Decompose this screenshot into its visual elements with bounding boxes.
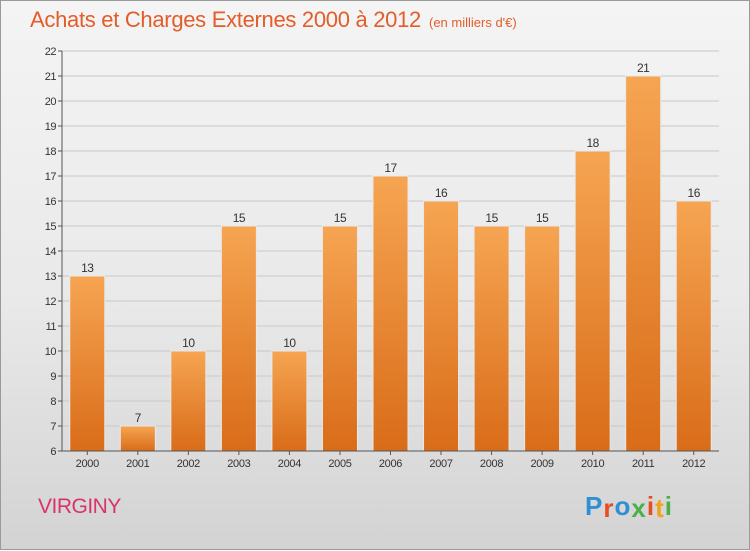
y-tick-label: 11 [46, 321, 57, 333]
x-tick-label-2008: 2008 [480, 458, 503, 470]
data-label-2012: 16 [688, 186, 701, 200]
x-tick-label-2009: 2009 [530, 458, 553, 470]
data-label-2010: 18 [586, 136, 599, 150]
bar-2004 [271, 350, 308, 452]
y-tick-label: 10 [45, 346, 57, 358]
commune-name: VIRGINY [38, 495, 121, 518]
bar-2002 [170, 350, 207, 452]
data-label-2002: 10 [182, 336, 195, 350]
chart-title-text: Achats et Charges Externes 2000 à 2012 [30, 7, 421, 32]
data-label-2007: 16 [435, 186, 448, 200]
logo-letter: o [614, 491, 632, 521]
x-tick-label-2003: 2003 [227, 458, 250, 470]
y-tick-label: 15 [45, 221, 57, 233]
y-tick-label: 14 [45, 246, 57, 258]
data-label-2001: 7 [135, 411, 142, 425]
y-tick-label: 6 [50, 446, 56, 458]
x-tick-label-2002: 2002 [177, 458, 200, 470]
x-tick-label-2001: 2001 [126, 458, 149, 470]
logo-letter: t [655, 493, 665, 523]
bar-2008 [473, 225, 510, 452]
y-tick-label: 18 [45, 146, 57, 158]
chart-unit: (en milliers d'€) [428, 15, 517, 30]
bars: 13 7 10 15 10 15 17 16 15 15 18 21 16 [69, 61, 712, 452]
logo-letter: r [603, 493, 615, 523]
y-tick-label: 21 [45, 71, 57, 83]
x-tick-label-2006: 2006 [379, 458, 402, 470]
x-tick-label-2011: 2011 [632, 458, 655, 470]
logo-letter: x [631, 493, 647, 523]
y-tick-label: 17 [45, 171, 57, 183]
y-tick-label: 7 [50, 421, 56, 433]
bar-2009 [524, 225, 561, 452]
data-label-2006: 17 [384, 161, 397, 175]
y-tick-label: 12 [45, 296, 57, 308]
x-tick-label-2007: 2007 [429, 458, 452, 470]
x-tick-label-2005: 2005 [328, 458, 351, 470]
x-tick-label-2012: 2012 [682, 458, 705, 470]
data-label-2003: 15 [233, 211, 246, 225]
y-tick-label: 16 [45, 196, 57, 208]
data-label-2008: 15 [485, 211, 498, 225]
logo-letter: i [646, 491, 656, 521]
bar-2012 [675, 200, 712, 452]
logo-letter: i [664, 491, 673, 521]
x-tick-label-2000: 2000 [76, 458, 99, 470]
bar-2000 [69, 275, 106, 452]
y-tick-label: 19 [45, 121, 57, 133]
data-label-2011: 21 [637, 61, 650, 75]
y-tick-label: 13 [45, 271, 57, 283]
y-tick-label: 22 [45, 46, 57, 58]
x-tick-label-2010: 2010 [581, 458, 604, 470]
bar-2003 [220, 225, 257, 452]
data-label-2005: 15 [334, 211, 347, 225]
data-label-2000: 13 [81, 261, 94, 275]
chart-title: Achats et Charges Externes 2000 à 2012 (e… [30, 7, 517, 33]
bar-2005 [321, 225, 358, 452]
data-label-2004: 10 [283, 336, 296, 350]
bar-2006 [372, 175, 409, 452]
x-tick-label-2004: 2004 [278, 458, 301, 470]
bar-2001 [119, 425, 156, 452]
bar-2010 [574, 150, 611, 452]
y-tick-label: 9 [50, 371, 56, 383]
bar-2007 [423, 200, 460, 452]
proxiti-logo: Proxiti [585, 491, 673, 523]
axes: 6 7 8 9 10 11 12 13 14 15 16 17 18 19 20 21 22 2000 2001 20… [45, 46, 719, 470]
data-label-2009: 15 [536, 211, 549, 225]
y-tick-label: 8 [50, 396, 56, 408]
bar-2011 [625, 75, 662, 452]
logo-letter: P [585, 491, 604, 521]
y-tick-label: 20 [45, 96, 57, 108]
